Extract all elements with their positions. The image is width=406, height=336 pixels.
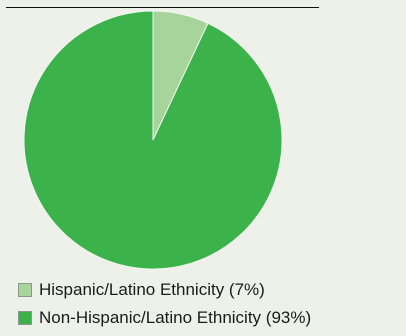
legend-label-hispanic: Hispanic/Latino Ethnicity (7%) <box>39 280 265 299</box>
legend-label-non-hispanic: Non-Hispanic/Latino Ethnicity (93%) <box>39 308 312 327</box>
chart-title-underline <box>6 7 319 8</box>
legend-item-hispanic: Hispanic/Latino Ethnicity (7%) <box>18 278 311 302</box>
legend-swatch-non-hispanic <box>18 311 32 325</box>
chart-legend: Hispanic/Latino Ethnicity (7%) Non-Hispa… <box>18 278 311 334</box>
pie-slice-non-hispanic <box>23 10 283 270</box>
legend-item-non-hispanic: Non-Hispanic/Latino Ethnicity (93%) <box>18 306 311 330</box>
legend-swatch-hispanic <box>18 283 32 297</box>
